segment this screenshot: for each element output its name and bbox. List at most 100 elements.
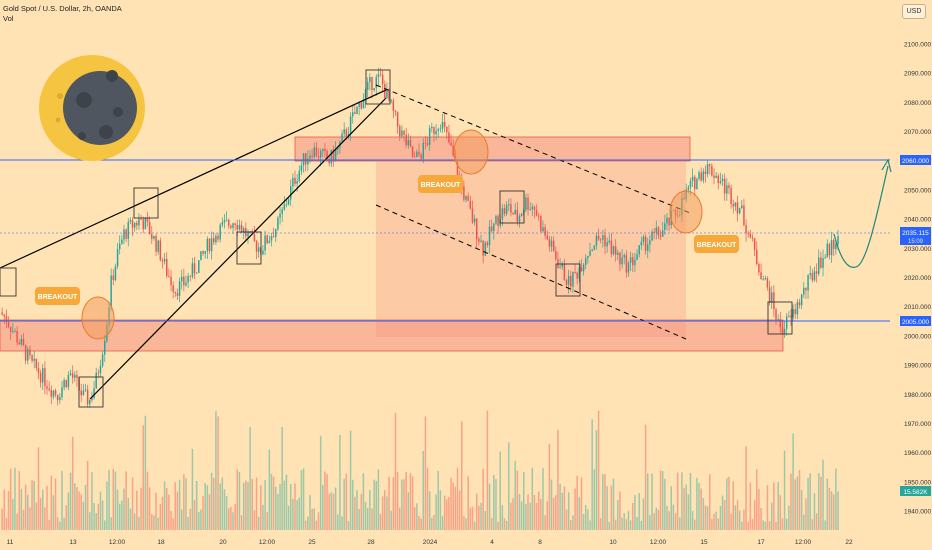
volume-bar — [37, 447, 40, 530]
candle-body — [153, 235, 155, 239]
volume-bar — [1, 508, 3, 530]
volume-bar — [369, 490, 371, 530]
volume-bar — [110, 517, 112, 530]
volume-bar — [343, 478, 345, 530]
price-axis[interactable]: 2100.000 2090.000 2080.000 2070.000 2060.000… — [904, 42, 931, 516]
volume-bar — [161, 496, 164, 530]
candle-body — [287, 199, 290, 205]
volume-tag: 15.582K — [900, 486, 931, 496]
projection-arrow-icon — [881, 158, 892, 173]
candle-body — [803, 287, 805, 295]
volume-bar — [366, 508, 369, 530]
candle-body — [525, 197, 527, 211]
candle-body — [828, 243, 831, 256]
candle-body — [565, 279, 568, 285]
candle-body — [514, 209, 516, 215]
candle-body — [275, 229, 277, 238]
candle-body — [664, 223, 666, 231]
candle-body — [80, 390, 82, 396]
candle-body — [807, 274, 809, 291]
candle-body — [54, 390, 57, 395]
candle-body — [65, 380, 68, 387]
volume-bar — [262, 504, 264, 530]
volume-bar — [450, 477, 452, 530]
volume-bar — [747, 521, 749, 530]
volume-bar — [89, 511, 91, 530]
candle-body — [9, 326, 12, 332]
volume-bar — [428, 491, 431, 530]
volume-bar — [112, 468, 115, 530]
volume-bar — [277, 493, 279, 530]
candle-body — [428, 128, 431, 145]
volume-bar — [723, 500, 726, 530]
candle-body — [632, 257, 634, 266]
candle-body — [775, 309, 777, 320]
volume-bar — [837, 491, 839, 530]
time-axis[interactable]: 11 13 12:00 18 20 12:00 25 28 2024 4 8 10 12:00 15 17 1… — [7, 539, 853, 546]
volume-bar — [649, 515, 651, 530]
breakout-circle — [81, 296, 115, 340]
candle-body — [255, 241, 258, 252]
volume-bar — [691, 511, 694, 530]
volume-bar — [377, 469, 380, 530]
x-tick-label: 13 — [69, 539, 77, 546]
volume-bar — [820, 476, 822, 530]
candle-body — [608, 240, 611, 243]
volume-bar — [465, 518, 467, 530]
volume-bar — [213, 478, 215, 530]
candle-body — [518, 216, 521, 223]
candle-body — [820, 257, 822, 268]
currency-button[interactable]: USD — [902, 4, 926, 19]
candle-body — [394, 110, 397, 112]
volume-bar — [745, 446, 747, 530]
candle-body — [446, 126, 448, 133]
candle-body — [300, 165, 303, 171]
volume-bar — [668, 511, 670, 530]
candle-body — [623, 255, 625, 258]
candle-body — [307, 158, 309, 165]
x-tick-label: 8 — [538, 539, 542, 546]
candle-body — [33, 358, 35, 361]
volume-bar — [206, 485, 209, 530]
volume-bar — [56, 517, 59, 530]
highlight-box — [499, 190, 525, 224]
candle-body — [792, 309, 794, 318]
candle-body — [661, 230, 664, 237]
candle-body — [484, 242, 487, 256]
volume-bar — [146, 471, 149, 530]
y-tick-label: 2100.000 — [904, 42, 931, 49]
candle-body — [210, 238, 213, 251]
volume-bar — [418, 516, 420, 530]
volume-bar — [497, 521, 499, 530]
candle-body — [225, 219, 228, 221]
candle-body — [189, 275, 192, 277]
volume-bar — [694, 519, 696, 530]
volume-bar — [204, 483, 206, 530]
volume-bar — [373, 479, 375, 530]
candle-body — [281, 209, 283, 214]
volume-bar — [809, 473, 811, 530]
volume-bar — [93, 503, 95, 530]
candle-body — [97, 372, 100, 374]
y-tick-label: 2090.000 — [904, 71, 931, 78]
volume-bar — [422, 450, 425, 530]
volume-bar — [46, 485, 48, 530]
x-tick-label: 12:00 — [650, 539, 667, 546]
candle-body — [619, 252, 621, 265]
volume-bar — [170, 510, 172, 530]
candle-body — [405, 134, 407, 146]
volume-bar — [578, 497, 581, 530]
candle-body — [195, 272, 198, 274]
candle-body — [42, 368, 44, 383]
volume-bar — [572, 515, 574, 530]
volume-bar — [319, 435, 322, 530]
volume-bar — [589, 520, 591, 530]
volume-bar — [480, 502, 482, 530]
volume-bar — [91, 472, 93, 530]
volume-bar — [193, 500, 196, 530]
volume-bar — [275, 486, 277, 530]
candle-body — [736, 202, 739, 214]
candle-body — [422, 142, 425, 159]
candle-body — [341, 133, 343, 142]
